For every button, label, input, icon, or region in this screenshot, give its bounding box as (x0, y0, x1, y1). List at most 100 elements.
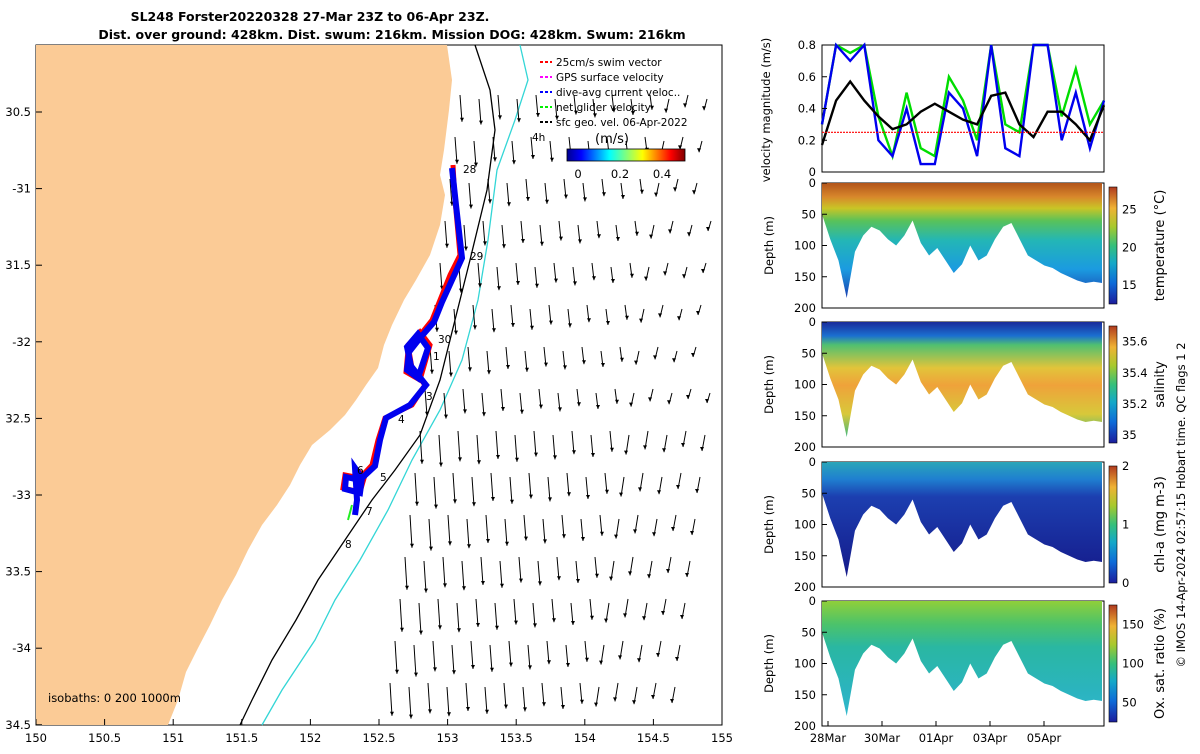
velocity-arrow (528, 472, 533, 499)
velocity-arrow (542, 518, 547, 544)
velocity-arrow (538, 388, 543, 409)
velocity-arrow (609, 430, 614, 452)
map-legend: 25cm/s swim vector GPS surface velocity di… (540, 57, 688, 129)
velocity-arrow (594, 556, 599, 578)
velocity-arrow (508, 640, 513, 667)
map-colorbar-tick: 0.4 (653, 167, 671, 181)
velocity-arrow (667, 392, 673, 405)
land-mass (36, 45, 452, 725)
velocity-arrow (480, 556, 485, 586)
velocity-arrow (594, 686, 600, 707)
depth-axis-label: Depth (m) (762, 634, 776, 693)
day-labels: 28 29 30 1 3 4 5 6 7 8 (345, 164, 483, 551)
velocity-arrow (590, 434, 595, 458)
velocity-arrow (561, 514, 566, 539)
velocity-arrow (495, 430, 500, 460)
legend-label: net glider velocity (556, 102, 651, 114)
time-axis: 28Mar 30Mar 01Apr 03Apr 05Apr (810, 721, 1062, 745)
colorbar-tick-label: 35.2 (1122, 397, 1148, 411)
lat-tick-label: 33.5 (5, 565, 31, 579)
velocity-arrow (458, 266, 463, 293)
velocity-arrow (492, 136, 497, 162)
velocity-arrow (527, 644, 532, 670)
velocity-arrow (609, 560, 615, 581)
velocity-arrow (518, 556, 523, 583)
depth-tick-label: 100 (794, 239, 816, 253)
date-tick-label: 28Mar (810, 731, 847, 745)
velocity-arrow (613, 682, 619, 702)
map-colorbar-bar (566, 148, 686, 162)
velocity-arrow (389, 682, 394, 716)
colorbar-tick-label: 25 (1122, 203, 1137, 217)
velocity-arrow (499, 560, 504, 588)
velocity-arrow (554, 98, 559, 120)
velocity-arrow (443, 392, 448, 419)
velocity-y-tick: 0 (809, 165, 816, 179)
velocity-arrow (614, 518, 620, 539)
velocity-arrow (562, 350, 567, 370)
velocity-arrow (696, 304, 702, 316)
date-tick-label: 30Mar (864, 731, 901, 745)
velocity-arrow (497, 94, 502, 120)
lon-tick-label: 152 (299, 731, 321, 745)
section-colorbar (1108, 465, 1118, 584)
velocity-arrow (586, 304, 591, 323)
velocity-arrow (486, 350, 491, 375)
velocity-arrow (576, 388, 581, 407)
velocity-arrow (605, 308, 610, 326)
velocity-arrow (685, 560, 691, 578)
depth-axis-label: Depth (m) (762, 216, 776, 275)
velocity-arrow (423, 560, 428, 593)
velocity-arrow (511, 140, 516, 165)
velocity-arrow (394, 640, 399, 674)
velocity-arrow (629, 392, 635, 407)
velocity-arrow (572, 266, 577, 286)
day-label: 5 (380, 472, 387, 484)
lon-tick-label: 154 (574, 731, 596, 745)
lat-tick-label: -34 (12, 641, 31, 655)
depth-tick-label: 50 (801, 346, 816, 360)
velocity-arrow (581, 346, 586, 365)
velocity-arrow (459, 94, 464, 122)
velocity-arrow (648, 388, 654, 402)
depth-tick-label: 100 (794, 518, 816, 532)
velocity-arrow (462, 388, 467, 414)
velocity-arrow (461, 560, 466, 591)
lat-tick-label: 30.5 (5, 105, 31, 119)
velocity-arrow (644, 266, 650, 281)
depth-axis-label: Depth (m) (762, 495, 776, 554)
colorbar-label: chl-a (mg m-3) (1153, 476, 1168, 573)
velocity-arrow (539, 224, 544, 246)
velocity-arrow (520, 220, 525, 244)
velocity-arrow (661, 598, 667, 616)
velocity-arrow (604, 602, 610, 623)
velocity-arrow (516, 98, 521, 123)
velocity-arrow (619, 476, 625, 497)
depth-axis-label: Depth (m) (762, 355, 776, 414)
velocity-arrow (680, 602, 686, 620)
velocity-arrow (599, 644, 605, 665)
depth-tick-label: 150 (794, 549, 816, 563)
footer-credit: © IMOS 14-Apr-2024 02:57:15 Hobart time.… (1174, 342, 1188, 667)
velocity-arrow (484, 686, 489, 714)
velocity-arrow (543, 346, 548, 367)
velocity-arrow-field (389, 94, 712, 719)
velocity-arrow (577, 224, 582, 244)
velocity-arrow (428, 518, 433, 551)
velocity-arrow (686, 388, 692, 400)
lon-tick-label: 154.5 (637, 731, 670, 745)
depth-tick-label: 0 (809, 594, 816, 608)
velocity-arrow (615, 224, 620, 242)
velocity-arrow (478, 98, 483, 125)
lon-tick-label: 153.5 (500, 731, 533, 745)
velocity-arrow (404, 556, 409, 590)
velocity-arrow (600, 350, 605, 368)
velocity-arrow (414, 472, 419, 506)
colorbar-tick-label: 1 (1122, 518, 1129, 532)
velocity-series-line (820, 79, 1106, 146)
colorbar-tick-label: 50 (1122, 696, 1137, 710)
velocity-arrow (523, 514, 528, 541)
legend-item: GPS surface velocity (540, 72, 664, 84)
velocity-arrow (463, 224, 468, 251)
